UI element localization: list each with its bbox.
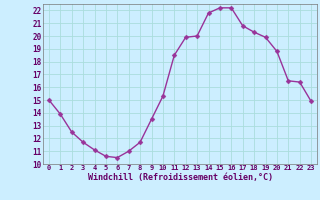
X-axis label: Windchill (Refroidissement éolien,°C): Windchill (Refroidissement éolien,°C) — [87, 173, 273, 182]
